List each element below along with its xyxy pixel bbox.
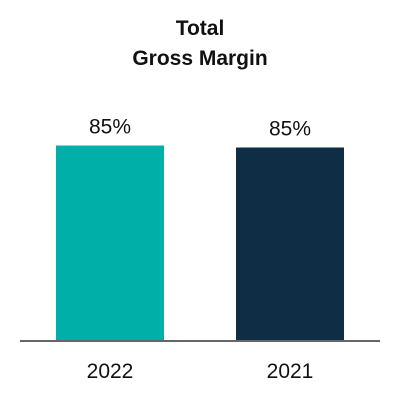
x-tick-label-2021: 2021 xyxy=(267,360,314,383)
chart-title-line-2: Gross Margin xyxy=(132,47,268,70)
data-label-2022: 85% xyxy=(89,116,131,139)
data-label-2021: 85% xyxy=(269,118,311,141)
bar-2021 xyxy=(236,147,344,341)
bar-2022 xyxy=(56,145,164,341)
chart-title-line-1: Total xyxy=(175,17,225,40)
x-tick-label-2022: 2022 xyxy=(87,360,134,383)
